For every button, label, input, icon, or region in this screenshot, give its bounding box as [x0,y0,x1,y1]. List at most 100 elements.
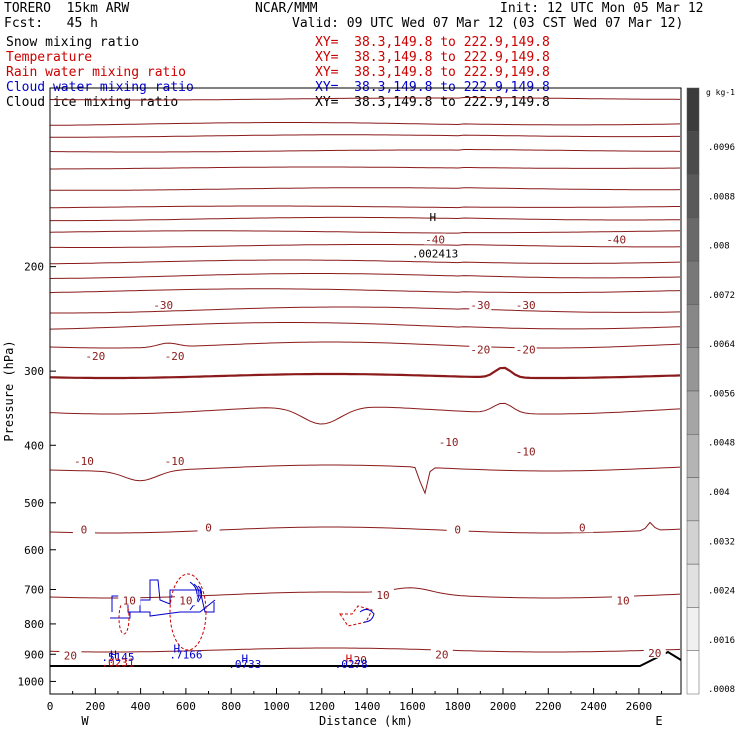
extremum-label: H [241,653,248,666]
legend-xy-1: XY= 38.3,149.8 to 222.9,149.8 [315,50,550,65]
valid-time: Valid: 09 UTC Wed 07 Mar 12 (03 CST Wed … [292,16,684,31]
colorbar-tick-label: .004 [708,488,730,498]
y-tick-label: 800 [24,618,44,631]
colorbar-segment [686,477,700,522]
colorbar-segment [686,563,700,608]
colorbar-segment [686,347,700,392]
isotherm-label-bg [163,454,186,466]
isotherm-label-bg [605,233,628,245]
isotherm-label: -20 [470,344,490,357]
y-tick-label: 900 [24,648,44,661]
mixing-ratio-contours [110,573,375,651]
colorbar-segment [686,304,700,348]
colorbar-tick-label: .0096 [708,143,735,153]
org-title: NCAR/MMM [255,1,318,16]
extremum-label: H [429,211,436,224]
colorbar-tick-label: .008 [708,242,730,252]
isotherm-label: 0 [454,524,461,537]
isotherm-label-bg [643,646,666,658]
x-tick-label: 2400 [580,700,607,713]
isotherm-label: 0 [579,521,586,534]
isotherm-label: 10 [616,594,629,607]
isotherm-label-bg [612,594,635,606]
extremum-label: .0278 [335,658,368,671]
isotherm-label-bg [371,588,394,600]
isotherm-label: -10 [74,455,94,468]
isotherm-label-bg [514,343,537,355]
temperature-isotherm [49,341,681,349]
x-tick-label: 1200 [309,700,336,713]
legend-xy-2: XY= 38.3,149.8 to 222.9,149.8 [315,65,550,80]
isotherm-label: -30 [516,299,536,312]
x-tick-label: 400 [131,700,151,713]
colorbar-segment [686,650,700,695]
cloud-water-contour [359,608,375,623]
axes: 0 200 400 600 800 1000 1200 1400 1600 1800 2000 220… [18,261,663,713]
isotherm-label-bg [469,298,492,310]
temperature-isotherm [49,464,681,495]
legend-xy-0: XY= 38.3,149.8 to 222.9,149.8 [315,35,550,50]
forecast-hour: Fcst: 45 h [4,16,98,31]
temperature-isotherm [49,97,681,101]
extremum-label: .0733 [228,658,261,671]
colorbar-tick-label: .0048 [708,439,735,449]
extremum-label: H [174,642,181,655]
isotherm-label: -20 [516,344,536,357]
colorbar-segment [686,217,700,262]
temperature-isotherm [50,216,681,222]
colorbar-tick-label: .0072 [708,291,735,301]
temperature-isotherm [50,134,680,138]
x-tick-label: 1000 [263,700,290,713]
isotherm-label-bg [571,521,594,533]
colorbar-tick-label: .0056 [708,389,735,399]
contour-labels: -40 -40 -30 -30 -30 -20 -20 -20 -20 -10 -10 -10 -10 0… [59,211,666,671]
y-tick-label: 400 [24,439,44,452]
isotherm-label: -40 [606,233,626,246]
x-tick-label: 600 [176,700,196,713]
temperature-isotherm [49,587,681,599]
legend-rain: Rain water mixing ratio [6,65,187,80]
colorbar-segment [686,131,700,175]
temperature-isotherm [50,205,680,209]
colorbar: g kg-1 .0096 .0088 .008 .0072 .0064 .0056 .0048… [686,87,735,695]
cloud-water-contour [197,585,202,603]
isotherm-label-bg [514,298,537,310]
isotherm-label: -10 [165,455,185,468]
isotherm-label-bg [197,521,220,533]
temperature-contours [49,97,682,667]
isotherm-label-bg [437,436,460,448]
temperature-isotherm [49,273,681,279]
x-tick-label: 1400 [354,700,381,713]
isotherm-label-bg [118,594,141,606]
colorbar-tick-label: .0032 [708,537,735,547]
cloud-water-contour [189,581,198,611]
colorbar-segment [686,87,700,132]
temperature-isotherm [50,122,681,126]
colorbar-segment [686,390,700,435]
isotherm-label-bg [349,653,372,665]
x-tick-label: 200 [85,700,105,713]
colorbar-tick-label: .0016 [708,636,735,646]
colorbar-tick-label: .0008 [708,685,735,695]
y-tick-label: 500 [24,497,44,510]
extremum-label: H [110,648,117,661]
isotherm-label: -40 [425,233,445,246]
colorbar-tick-label: .0064 [708,340,735,350]
terrain-line [50,650,682,667]
isotherm-label: 20 [648,647,661,660]
isotherm-label: 10 [123,594,136,607]
legend-cloud-ice: Cloud ice mixing ratio [6,95,179,110]
rain-water-contour [169,573,207,651]
isotherm-label: -30 [470,299,490,312]
y-tick-label: 200 [24,261,44,274]
x-tick-label: 2000 [490,700,517,713]
isotherm-label: -10 [439,436,459,449]
extremum-label: .0231 [101,657,134,670]
temperature-isotherm [49,647,681,653]
temperature-isotherm [49,288,681,294]
isotherm-label-bg [514,445,537,457]
extremum-label: .7166 [169,648,202,661]
isotherm-label: 0 [205,521,212,534]
isotherm-label: -10 [516,446,536,459]
